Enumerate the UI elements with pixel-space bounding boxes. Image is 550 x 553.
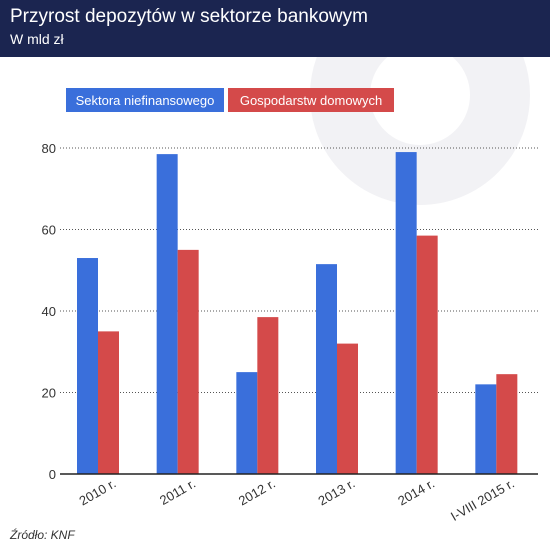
bars-layer	[77, 152, 518, 475]
bar-series-2	[257, 317, 279, 474]
chart-title: Przyrost depozytów w sektorze bankowym	[10, 6, 368, 27]
bar-series-2	[416, 235, 438, 474]
bar-series-1	[156, 154, 178, 475]
chart-subtitle: W mld zł	[10, 31, 64, 47]
x-tick-label: 2010 r.	[77, 476, 119, 509]
bar-series-1	[236, 372, 258, 474]
legend-label-series-1: Sektora niefinansowego	[76, 93, 215, 108]
source-note: Źródło: KNF	[10, 528, 75, 542]
bar-series-2	[177, 249, 199, 474]
legend-swatch-series-2	[228, 88, 394, 112]
x-tick-label: I-VIII 2015 r.	[448, 476, 517, 523]
bar-series-1	[316, 264, 337, 474]
x-tick-label: 2011 r.	[157, 476, 198, 508]
bar-series-2	[337, 343, 358, 474]
y-tick-label: 60	[42, 223, 56, 238]
watermark-logo	[310, 57, 530, 205]
bar-series-2	[98, 331, 119, 474]
y-tick-label: 40	[42, 304, 56, 319]
bar-series-1	[395, 152, 417, 474]
bar-series-1	[77, 258, 98, 474]
chart-header: Przyrost depozytów w sektorze bankowym W…	[0, 0, 550, 57]
bar-series-1	[475, 384, 497, 474]
y-tick-label: 0	[49, 467, 56, 482]
bar-series-2	[496, 374, 518, 474]
x-tick-label: 2013 r.	[316, 476, 358, 509]
y-tick-label: 80	[42, 141, 56, 156]
legend-label-series-2: Gospodarstw domowych	[240, 93, 382, 108]
legend-swatch-series-1	[66, 88, 224, 112]
y-tick-label: 20	[42, 386, 56, 401]
x-tick-label: 2012 r.	[236, 476, 278, 509]
legend: Sektora niefinansowego Gospodarstw domow…	[66, 88, 394, 112]
x-tick-label: 2014 r.	[395, 476, 437, 509]
bar-chart: Sektora niefinansowego Gospodarstw domow…	[42, 57, 538, 523]
